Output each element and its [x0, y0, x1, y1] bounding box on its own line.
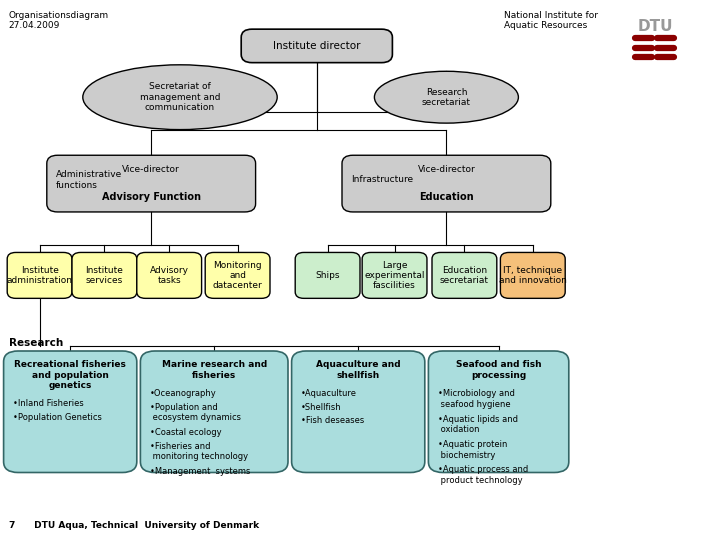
Text: •Fisheries and
 monitoring technology: •Fisheries and monitoring technology — [150, 442, 248, 461]
Ellipse shape — [374, 71, 518, 123]
Text: Advisory Function: Advisory Function — [102, 192, 201, 202]
Text: Education
secretariat: Education secretariat — [440, 266, 489, 285]
FancyBboxPatch shape — [342, 156, 551, 212]
Text: •Fish deseases: •Fish deseases — [301, 416, 364, 426]
Text: DTU: DTU — [637, 19, 672, 34]
FancyBboxPatch shape — [72, 252, 137, 298]
Text: Recreational fisheries
and population
genetics: Recreational fisheries and population ge… — [14, 360, 126, 390]
FancyBboxPatch shape — [428, 351, 569, 472]
FancyBboxPatch shape — [137, 252, 202, 298]
FancyBboxPatch shape — [7, 252, 72, 298]
Text: •Aquaculture: •Aquaculture — [301, 389, 357, 399]
Text: Monitoring
and
datacenter: Monitoring and datacenter — [212, 260, 263, 291]
Text: •Management  systems: •Management systems — [150, 467, 250, 476]
FancyBboxPatch shape — [432, 252, 497, 298]
Text: Institute
administration: Institute administration — [6, 266, 73, 285]
Text: Institute
services: Institute services — [86, 266, 123, 285]
Text: •Microbiology and
 seafood hygiene: •Microbiology and seafood hygiene — [438, 389, 515, 409]
Text: Research: Research — [9, 338, 63, 348]
Text: •Oceanography: •Oceanography — [150, 389, 217, 399]
Ellipse shape — [83, 65, 277, 130]
Text: Aquaculture and
shellfish: Aquaculture and shellfish — [316, 360, 400, 380]
Text: 7      DTU Aqua, Technical  University of Denmark: 7 DTU Aqua, Technical University of Denm… — [9, 521, 258, 530]
FancyBboxPatch shape — [4, 351, 137, 472]
FancyBboxPatch shape — [47, 156, 256, 212]
Text: •Coastal ecology: •Coastal ecology — [150, 428, 221, 437]
Text: Vice-director: Vice-director — [122, 165, 180, 173]
Text: Advisory
tasks: Advisory tasks — [150, 266, 189, 285]
FancyBboxPatch shape — [500, 252, 565, 298]
Text: Seafood and fish
processing: Seafood and fish processing — [456, 360, 541, 380]
Text: Vice-director: Vice-director — [418, 165, 475, 173]
Text: IT, technique
and innovation: IT, technique and innovation — [499, 266, 567, 285]
Text: •Shellfish: •Shellfish — [301, 403, 341, 412]
Text: Research
secretariat: Research secretariat — [422, 87, 471, 107]
Text: Administrative
functions: Administrative functions — [56, 170, 122, 190]
FancyBboxPatch shape — [241, 29, 392, 63]
Text: •Inland Fisheries: •Inland Fisheries — [13, 399, 84, 408]
FancyBboxPatch shape — [292, 351, 425, 472]
Text: Marine research and
fisheries: Marine research and fisheries — [161, 360, 267, 380]
Text: Large
experimental
fascilities: Large experimental fascilities — [364, 260, 425, 291]
Text: Institute director: Institute director — [273, 41, 361, 51]
Text: Education: Education — [419, 192, 474, 202]
FancyBboxPatch shape — [140, 351, 288, 472]
Text: •Aquatic protein
 biochemistry: •Aquatic protein biochemistry — [438, 440, 507, 460]
Text: National Institute for
Aquatic Resources: National Institute for Aquatic Resources — [504, 11, 598, 30]
Text: Ships: Ships — [315, 271, 340, 280]
FancyBboxPatch shape — [362, 252, 427, 298]
Text: •Population Genetics: •Population Genetics — [13, 413, 102, 422]
Text: Infrastructure: Infrastructure — [351, 176, 413, 184]
Text: •Population and
 ecosystem dynamics: •Population and ecosystem dynamics — [150, 403, 240, 422]
FancyBboxPatch shape — [205, 252, 270, 298]
Text: •Aquatic lipids and
 oxidation: •Aquatic lipids and oxidation — [438, 415, 518, 434]
Text: •Aquatic process and
 product technology: •Aquatic process and product technology — [438, 465, 528, 485]
FancyBboxPatch shape — [295, 252, 360, 298]
Text: Secretariat of
management and
communication: Secretariat of management and communicat… — [140, 82, 220, 112]
Text: Organisationsdiagram
27.04.2009: Organisationsdiagram 27.04.2009 — [9, 11, 109, 30]
